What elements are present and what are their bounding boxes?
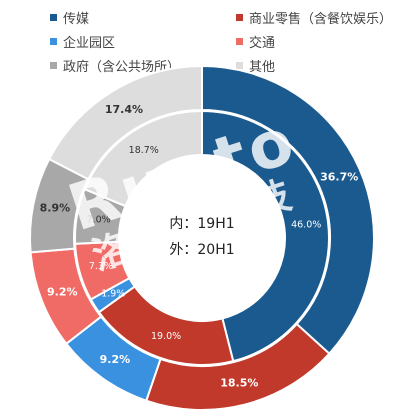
inner-ring-label-other: 18.7% <box>129 145 159 156</box>
outer-ring-label-retail: 18.5% <box>220 376 258 389</box>
legend-swatch <box>236 14 243 21</box>
inner-ring-segment-media <box>201 109 330 363</box>
legend-label: 传媒 <box>63 12 90 27</box>
inner-ring-labels: 46.0% 19.0% 1.9% 7.3% 7.0% 18.7% <box>87 145 322 342</box>
legend-label: 政府（含公共场所） <box>63 60 181 75</box>
legend-swatch <box>236 62 243 69</box>
legend-item-enterprise-park: 企业园区 <box>50 32 115 51</box>
outer-ring-label-other: 17.4% <box>105 103 143 116</box>
legend: 传媒 商业零售（含餐饮娱乐） 企业园区 交通 政府（含公共场所） 其他 <box>0 0 406 82</box>
legend-swatch <box>50 62 57 69</box>
legend-item-government: 政府（含公共场所） <box>50 56 180 75</box>
legend-swatch <box>50 38 57 45</box>
legend-item-media: 传媒 <box>50 8 89 27</box>
inner-ring-label-transport: 7.3% <box>89 261 113 272</box>
legend-item-other: 其他 <box>236 56 275 75</box>
inner-ring-label-media: 46.0% <box>291 219 321 230</box>
legend-label: 交通 <box>249 36 276 51</box>
inner-ring-label-government: 7.0% <box>87 214 111 225</box>
inner-ring-segment-other <box>83 109 203 208</box>
legend-label: 企业园区 <box>63 36 116 51</box>
inner-ring-label-enterprise-park: 1.9% <box>101 289 125 300</box>
outer-ring-labels: 36.7% 18.5% 9.2% 9.2% 8.9% 17.4% <box>40 103 359 389</box>
legend-item-retail: 商业零售（含餐饮娱乐） <box>236 8 392 27</box>
outer-ring-label-transport: 9.2% <box>47 286 78 299</box>
outer-ring-label-enterprise-park: 9.2% <box>100 353 131 366</box>
outer-ring-label-government: 8.9% <box>40 202 71 215</box>
inner-ring-19h1 <box>74 109 330 366</box>
legend-swatch <box>236 38 243 45</box>
legend-label: 商业零售（含餐饮娱乐） <box>249 12 393 27</box>
inner-ring-label-retail: 19.0% <box>151 331 181 342</box>
legend-item-transport: 交通 <box>236 32 275 51</box>
legend-swatch <box>50 14 57 21</box>
outer-ring-label-media: 36.7% <box>320 170 358 183</box>
center-label-outer: 外：20H1 <box>169 242 235 258</box>
center-label-inner: 内：19H1 <box>169 216 235 232</box>
legend-label: 其他 <box>249 60 276 75</box>
